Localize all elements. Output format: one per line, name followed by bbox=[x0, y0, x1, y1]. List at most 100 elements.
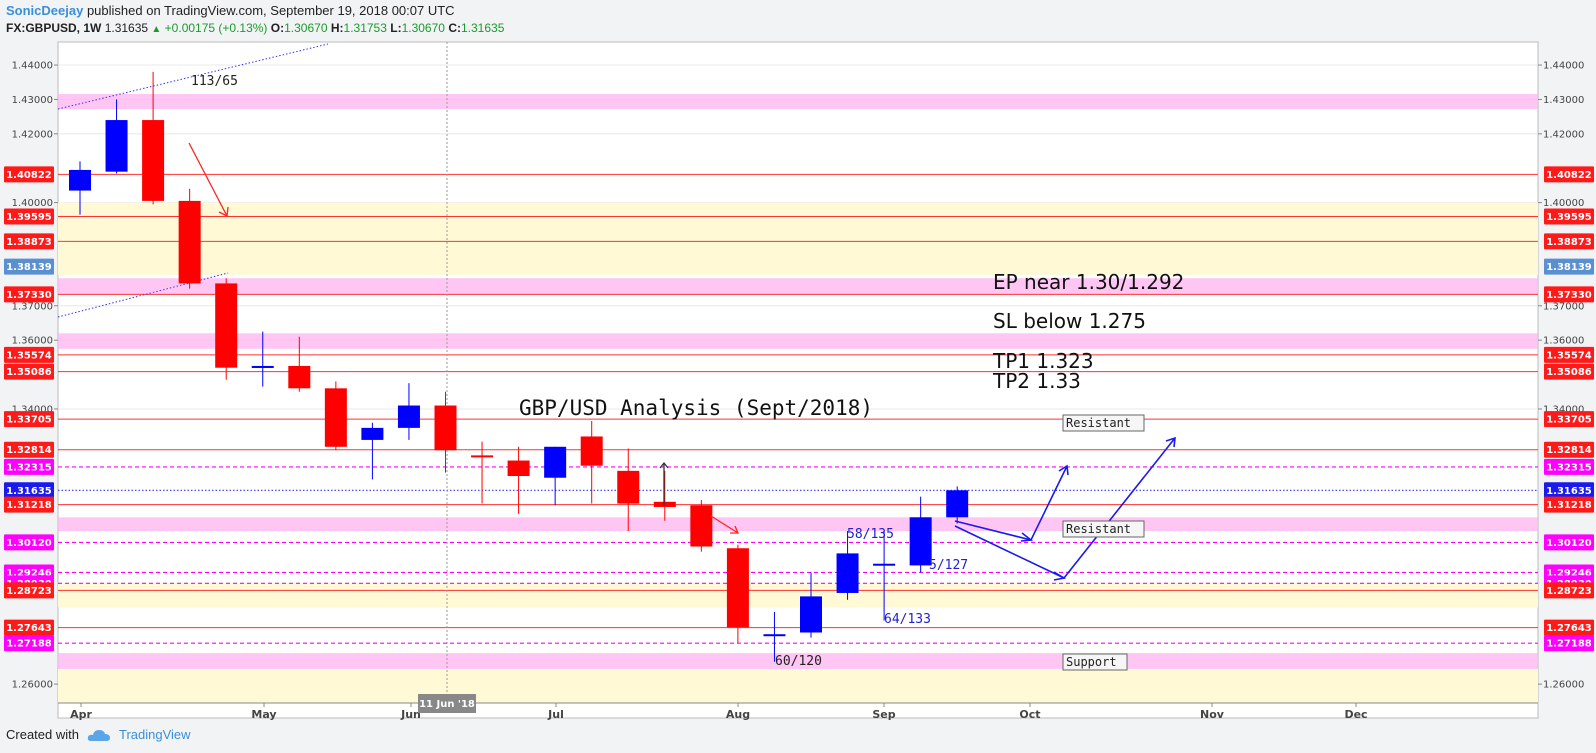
pink-zone[interactable] bbox=[58, 333, 1538, 349]
price-badge-left[interactable] bbox=[4, 534, 54, 551]
price-badge-right[interactable] bbox=[1544, 534, 1594, 551]
yellow-zone[interactable] bbox=[58, 583, 1538, 608]
price-badge-right[interactable] bbox=[1544, 482, 1594, 499]
red-arrow-2[interactable] bbox=[710, 515, 739, 534]
price-badge-left[interactable] bbox=[4, 411, 54, 428]
price-badge-right[interactable] bbox=[1544, 233, 1594, 250]
candle[interactable] bbox=[251, 331, 274, 387]
ratio-label-60-120: 60/120 bbox=[775, 654, 822, 669]
candle[interactable] bbox=[434, 391, 457, 473]
price-badge-left[interactable] bbox=[4, 496, 54, 513]
candle-body bbox=[690, 505, 713, 547]
upper-trendline[interactable] bbox=[57, 43, 329, 110]
y-tick-label-left: 1.40000 bbox=[12, 198, 53, 209]
pink-zone[interactable] bbox=[58, 517, 1538, 532]
price-badge-left[interactable] bbox=[4, 258, 54, 275]
pink-zone[interactable] bbox=[58, 93, 1538, 110]
candle[interactable] bbox=[909, 496, 932, 573]
price-badge-left[interactable] bbox=[4, 635, 54, 652]
price-badge-label-left: 1.38873 bbox=[6, 237, 52, 248]
candle[interactable] bbox=[946, 486, 969, 524]
price-badge-left[interactable] bbox=[4, 233, 54, 250]
author-link[interactable]: SonicDeejay bbox=[6, 3, 84, 18]
price-badge-left[interactable] bbox=[4, 166, 54, 183]
y-tick-label-right: 1.44000 bbox=[1543, 61, 1584, 72]
candle[interactable] bbox=[215, 278, 238, 380]
lower-trendline[interactable] bbox=[57, 272, 229, 318]
candle[interactable] bbox=[397, 383, 420, 440]
pink-zone[interactable] bbox=[58, 278, 1538, 295]
x-tick-label-dec: Dec bbox=[1344, 708, 1367, 721]
x-tick-label-oct: Oct bbox=[1019, 708, 1040, 721]
yellow-zone[interactable] bbox=[58, 202, 1538, 275]
price-badge-right[interactable] bbox=[1544, 496, 1594, 513]
candle[interactable] bbox=[178, 188, 201, 289]
candle[interactable] bbox=[580, 420, 603, 504]
candle[interactable] bbox=[324, 381, 347, 451]
price-badge-right[interactable] bbox=[1544, 258, 1594, 275]
price-badge-right[interactable] bbox=[1544, 208, 1594, 225]
price-badge-right[interactable] bbox=[1544, 619, 1594, 636]
price-badge-right[interactable] bbox=[1544, 582, 1594, 599]
red-arrow-1[interactable] bbox=[188, 142, 229, 217]
candle[interactable] bbox=[69, 161, 91, 215]
candle[interactable] bbox=[105, 99, 128, 174]
support-box[interactable] bbox=[1062, 653, 1128, 671]
candle-body bbox=[726, 548, 749, 628]
y-tick-label-right: 1.37000 bbox=[1543, 301, 1584, 312]
candle[interactable] bbox=[361, 422, 384, 480]
price-badge-right[interactable] bbox=[1544, 346, 1594, 363]
projection-arrow-2[interactable] bbox=[954, 436, 1176, 581]
price-badge-right[interactable] bbox=[1544, 458, 1594, 475]
candle[interactable] bbox=[653, 470, 676, 521]
projection-arrow-1[interactable] bbox=[954, 464, 1069, 542]
plot-area[interactable] bbox=[57, 41, 1539, 719]
price-badge-right[interactable] bbox=[1544, 166, 1594, 183]
candle[interactable] bbox=[873, 531, 896, 621]
price-badge-left[interactable] bbox=[4, 286, 54, 303]
ratio-label-5-127: 5/127 bbox=[929, 558, 968, 573]
high-label: H: bbox=[330, 21, 344, 35]
candle[interactable] bbox=[288, 336, 311, 392]
tradingview-link[interactable]: TradingView bbox=[118, 727, 191, 742]
yellow-zone[interactable] bbox=[58, 668, 1538, 703]
price-badge-label-right: 1.38139 bbox=[1546, 262, 1592, 273]
candle[interactable] bbox=[617, 448, 640, 532]
price-badge-left[interactable] bbox=[4, 458, 54, 475]
tradingview-cloud-icon bbox=[87, 729, 110, 741]
price-badge-left[interactable] bbox=[4, 582, 54, 599]
candle-body bbox=[909, 517, 932, 566]
price-badge-right[interactable] bbox=[1544, 363, 1594, 380]
candle[interactable] bbox=[142, 71, 165, 205]
y-tick-label-right: 1.26000 bbox=[1543, 680, 1584, 691]
resistant-box-2[interactable] bbox=[1062, 520, 1145, 538]
candle[interactable] bbox=[471, 441, 494, 504]
price-badge-left[interactable] bbox=[4, 482, 54, 499]
pink-zone[interactable] bbox=[58, 653, 1538, 669]
price-badge-right[interactable] bbox=[1544, 411, 1594, 428]
candle[interactable] bbox=[507, 446, 530, 514]
low-value: 1.30670 bbox=[401, 21, 445, 35]
resistant-box-1[interactable] bbox=[1062, 414, 1145, 432]
price-badge-right[interactable] bbox=[1544, 635, 1594, 652]
candle[interactable] bbox=[690, 500, 713, 552]
candle[interactable] bbox=[544, 446, 567, 506]
black-arrow[interactable] bbox=[659, 461, 669, 505]
candle-body bbox=[142, 120, 165, 201]
price-badge-right[interactable] bbox=[1544, 286, 1594, 303]
price-badge-left[interactable] bbox=[4, 363, 54, 380]
price-badge-label-left: 1.29246 bbox=[6, 568, 52, 579]
candle[interactable] bbox=[836, 531, 859, 600]
price-badge-left[interactable] bbox=[4, 441, 54, 458]
candle[interactable] bbox=[726, 544, 749, 643]
x-tick-label-nov: Nov bbox=[1200, 708, 1225, 721]
candle[interactable] bbox=[763, 611, 786, 662]
candle[interactable] bbox=[800, 572, 822, 638]
price-badge-left[interactable] bbox=[4, 346, 54, 363]
symbol-label: FX:GBPUSD, 1W bbox=[6, 21, 102, 35]
price-badge-right[interactable] bbox=[1544, 441, 1594, 458]
price-badge-label-right: 1.31218 bbox=[1546, 500, 1592, 511]
price-badge-left[interactable] bbox=[4, 208, 54, 225]
price-badge-left[interactable] bbox=[4, 619, 54, 636]
